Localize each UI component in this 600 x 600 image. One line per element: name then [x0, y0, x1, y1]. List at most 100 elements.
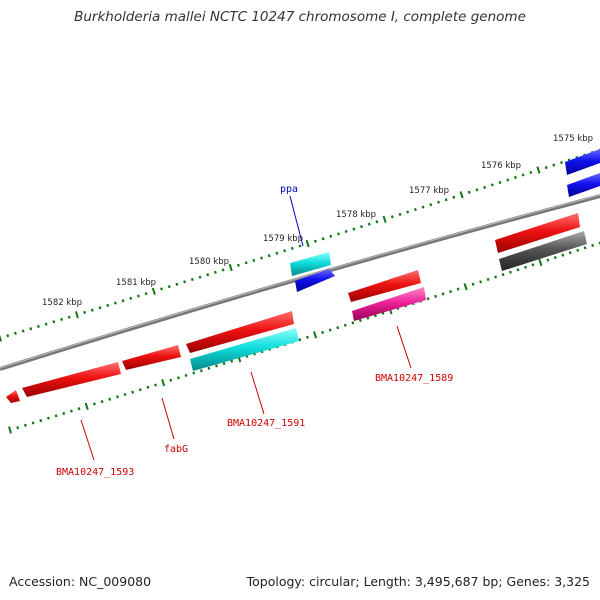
gene-label-ppa[interactable]: ppa [280, 184, 298, 195]
ruler-minor-tick [252, 258, 256, 262]
map-title: Burkholderia mallei NCTC 10247 chromosom… [74, 9, 526, 25]
ruler-minor-tick [60, 317, 63, 321]
ruler-minor-tick [576, 248, 580, 252]
ruler-minor-tick [67, 315, 71, 319]
ruler-minor-tick [360, 225, 363, 229]
ruler-minor-tick [138, 388, 142, 392]
ruler-major-tick [228, 263, 233, 272]
ruler-minor-tick [23, 423, 27, 427]
gene-cds-red[interactable] [186, 311, 294, 353]
ruler-label: 1581 kbp [116, 278, 156, 288]
ruler-track-outer [0, 148, 600, 342]
bma1593-leader [80, 419, 95, 461]
genome-backbone [0, 194, 600, 371]
ruler-label: 1575 kbp [553, 134, 593, 144]
ruler-minor-tick [375, 220, 379, 224]
accession-text: Accession: NC_009080 [9, 574, 152, 589]
ruler-minor-tick [421, 205, 425, 209]
ruler-minor-tick [498, 180, 502, 185]
gene-cds-blue-ppa[interactable] [295, 269, 335, 292]
ruler-major-tick [161, 379, 166, 387]
ruler-minor-tick [46, 416, 50, 420]
ruler-minor-tick [561, 253, 565, 257]
ruler-minor-tick [475, 188, 479, 192]
ruler-minor-tick [198, 275, 202, 279]
gene-cds-blue[interactable] [567, 173, 600, 197]
ruler-minor-tick [329, 234, 333, 238]
ruler-minor-tick [83, 310, 87, 315]
ruler-minor-tick [16, 426, 20, 430]
gene-label-bma10247-1589[interactable]: BMA10247_1589 [375, 373, 453, 384]
gene-cds-red-fabG[interactable] [122, 345, 181, 370]
bma1589-leader [396, 325, 412, 369]
ruler-minor-tick [175, 282, 179, 286]
ruler-minor-tick [313, 239, 317, 243]
gene-cds-cyan[interactable] [190, 328, 299, 371]
ruler-minor-tick [516, 268, 520, 272]
gene-label-bma10247-1591[interactable]: BMA10247_1591 [227, 418, 305, 429]
bma1591-leader [250, 371, 265, 415]
ruler-label: 1578 kbp [336, 210, 376, 220]
ruler-minor-tick [199, 369, 203, 373]
gene-cds-magenta[interactable] [352, 287, 426, 321]
ruler-minor-tick [583, 246, 587, 250]
ruler-minor-tick [529, 170, 533, 175]
ruler-minor-tick [429, 203, 433, 207]
ruler-minor-tick [113, 301, 117, 305]
ruler-major-tick [305, 239, 310, 248]
ruler-minor-tick [137, 294, 140, 298]
ruler-minor-tick [190, 277, 194, 282]
ruler-minor-tick [90, 308, 94, 312]
ruler-minor-tick [441, 292, 445, 296]
ruler-minor-tick [183, 280, 187, 284]
ruler-minor-tick [506, 178, 510, 182]
ppa-leader [289, 195, 304, 247]
ruler-minor-tick [54, 414, 58, 418]
ruler-minor-tick [568, 251, 572, 255]
gene-cds-red[interactable] [6, 390, 20, 403]
ruler-minor-tick [344, 229, 348, 234]
ruler-minor-tick [123, 392, 127, 397]
ruler-minor-tick [479, 280, 483, 284]
ruler-minor-tick [449, 289, 453, 294]
gene-cds-red[interactable] [495, 213, 580, 253]
ruler-minor-tick [222, 361, 226, 366]
ruler-minor-tick [509, 270, 512, 274]
ruler-major-tick [84, 402, 89, 410]
ruler-minor-tick [494, 275, 498, 279]
ruler-label: 1580 kbp [189, 257, 229, 267]
ruler-major-tick [382, 215, 387, 223]
ruler-minor-tick [77, 407, 81, 411]
ruler-minor-tick [546, 258, 550, 262]
ruler-minor-tick [390, 215, 394, 219]
gene-cds-grey[interactable] [499, 231, 587, 271]
ruler-minor-tick [358, 318, 362, 323]
gene-label-fabg[interactable]: fabG [164, 444, 188, 455]
ruler-minor-tick [237, 263, 240, 267]
ruler-minor-tick [366, 316, 370, 320]
ruler-minor-tick [100, 400, 104, 404]
ruler-minor-tick [206, 273, 210, 277]
genome-summary-text: Topology: circular; Length: 3,495,687 bp… [246, 574, 590, 589]
ruler-minor-tick [524, 265, 527, 269]
ruler-minor-tick [31, 421, 35, 425]
ruler-minor-tick [267, 254, 271, 258]
gene-cds-cyan-ppa[interactable] [290, 252, 331, 276]
ruler-minor-tick [426, 297, 430, 301]
ruler-minor-tick [154, 383, 157, 387]
fabg-leader [161, 397, 175, 440]
gene-label-bma10247-1593[interactable]: BMA10247_1593 [56, 467, 134, 478]
ruler-minor-tick [544, 165, 548, 170]
gene-cds-red[interactable] [22, 362, 121, 397]
gene-cds-red[interactable] [348, 270, 421, 302]
ruler-minor-tick [283, 249, 287, 253]
gene-cds-blue[interactable] [565, 149, 600, 175]
ruler-minor-tick [531, 263, 535, 267]
ruler-minor-tick [44, 322, 48, 326]
ruler-label: 1577 kbp [409, 186, 449, 196]
ruler-minor-tick [406, 210, 410, 214]
ruler-minor-tick [146, 385, 150, 389]
ruler-minor-tick [37, 324, 40, 328]
ruler-minor-tick [444, 198, 448, 202]
